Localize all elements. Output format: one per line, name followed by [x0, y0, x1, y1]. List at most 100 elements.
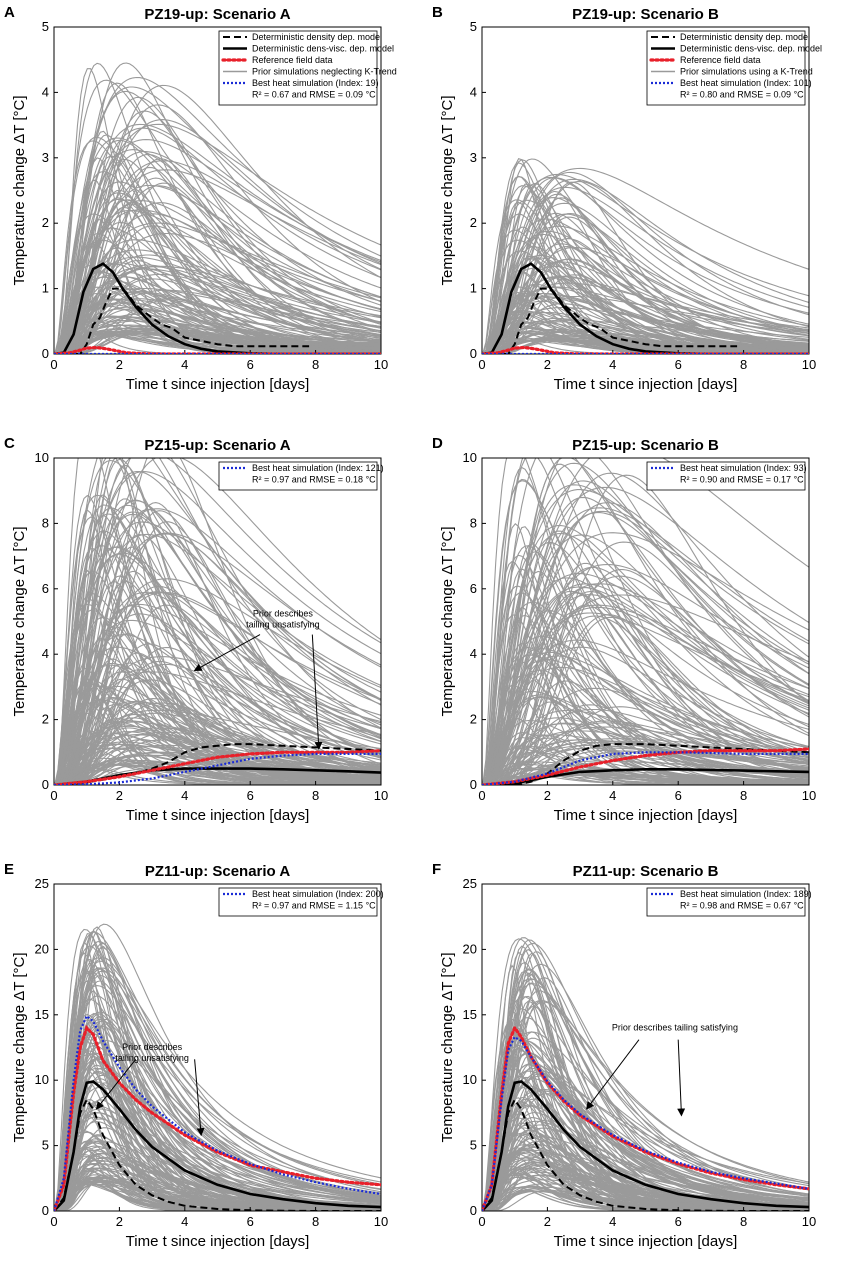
prior-curve	[54, 127, 381, 354]
x-tick-label: 0	[478, 1214, 485, 1229]
prior-curve	[482, 646, 809, 785]
prior-curve	[482, 575, 809, 785]
prior-curve	[482, 709, 809, 785]
main-series	[482, 743, 809, 785]
main-series	[482, 1024, 809, 1211]
prior-curve	[482, 1090, 809, 1211]
prior-curve	[54, 533, 381, 785]
prior-curve	[54, 552, 381, 785]
legend-entry: Prior simulations neglecting K-Trend	[252, 67, 397, 77]
x-tick-label: 6	[247, 1214, 254, 1229]
y-axis-label: Temperature change ΔT [°C]	[439, 527, 456, 717]
prior-curve	[482, 213, 809, 354]
series-dotted-red	[54, 345, 381, 354]
x-tick-label: 10	[802, 788, 816, 803]
series-dotted-red	[482, 345, 809, 354]
prior-curve	[54, 974, 381, 1211]
prior-curve	[482, 1189, 809, 1211]
prior-curve	[482, 178, 809, 354]
prior-curve	[482, 186, 809, 354]
x-tick-label: 2	[116, 788, 123, 803]
legend-entry: Best heat simulation (Index: 121)	[252, 463, 384, 473]
x-tick-label: 8	[312, 788, 319, 803]
legend-entry: Best heat simulation (Index: 189)	[680, 889, 812, 899]
chart-title: PZ15-up: Scenario A	[144, 437, 290, 454]
prior-curve	[54, 209, 381, 354]
x-tick-label: 2	[544, 788, 551, 803]
prior-curve	[54, 700, 381, 785]
prior-curve	[482, 590, 809, 785]
prior-curve	[54, 458, 381, 785]
prior-curve	[482, 458, 809, 785]
y-axis-label: Temperature change ΔT [°C]	[11, 527, 28, 717]
y-tick-label: 5	[42, 19, 49, 34]
prior-curve	[482, 687, 809, 785]
y-tick-label: 0	[470, 777, 477, 792]
prior-curve	[482, 719, 809, 785]
chart-title: PZ19-up: Scenario A	[144, 6, 290, 23]
x-axis-label: Time t since injection [days]	[126, 1233, 310, 1250]
y-axis-label: Temperature change ΔT [°C]	[439, 953, 456, 1143]
series-solid-black	[54, 262, 381, 354]
prior-curve	[482, 286, 809, 354]
prior-curve	[54, 1104, 381, 1211]
legend-entry: Best heat simulation (Index: 101)	[680, 78, 812, 88]
y-tick-label: 20	[35, 941, 49, 956]
y-tick-label: 2	[42, 215, 49, 230]
series-solid-black	[54, 1080, 381, 1211]
prior-curve	[482, 319, 809, 354]
legend: Best heat simulation (Index: 189) R² = 0.…	[646, 887, 812, 917]
prior-curve	[482, 167, 809, 354]
annotation-text: Prior describes	[122, 1042, 183, 1052]
y-tick-label: 10	[35, 450, 49, 465]
legend-entry: Deterministic dens-visc. dep. model	[680, 44, 822, 54]
annotation: Prior describes tailing satisfying	[586, 1022, 738, 1117]
legend: Deterministic density dep. model Determin…	[218, 30, 397, 106]
prior-curve	[482, 978, 809, 1211]
x-tick-label: 8	[740, 1214, 747, 1229]
series-dashed-black	[54, 287, 310, 354]
series-solid-black	[482, 262, 809, 354]
x-tick-label: 10	[374, 357, 388, 372]
annotation-arrow	[194, 1059, 205, 1137]
prior-curve	[482, 177, 809, 354]
prior-curve	[482, 717, 809, 785]
prior-curve	[482, 532, 809, 785]
y-tick-label: 4	[470, 84, 477, 99]
prior-curve	[482, 331, 809, 354]
annotation-arrow	[311, 634, 323, 751]
prior-curve	[482, 243, 809, 354]
y-tick-label: 0	[470, 346, 477, 361]
y-tick-label: 20	[463, 941, 477, 956]
legend-entry: Reference field data	[680, 55, 761, 65]
y-tick-label: 4	[42, 646, 49, 661]
prior-curve	[482, 331, 809, 354]
prior-curve	[54, 533, 381, 785]
prior-curve	[482, 639, 809, 785]
prior-curve	[54, 119, 381, 354]
prior-curve	[482, 583, 809, 785]
prior-simulations	[54, 62, 381, 354]
prior-curve	[482, 614, 809, 785]
prior-curve	[54, 578, 381, 785]
prior-curve	[482, 512, 809, 785]
prior-curve	[482, 225, 809, 354]
annotation-arrow	[586, 1039, 640, 1110]
panel-letter: D	[432, 435, 443, 452]
y-tick-label: 0	[42, 346, 49, 361]
prior-curve	[482, 1005, 809, 1211]
prior-curve	[54, 507, 381, 785]
prior-curve	[54, 299, 381, 354]
prior-curve	[54, 256, 381, 354]
series-dashed-black	[482, 287, 738, 354]
prior-curve	[482, 554, 809, 785]
prior-curve	[54, 324, 381, 354]
y-tick-label: 6	[42, 581, 49, 596]
prior-curve	[54, 137, 381, 354]
y-tick-label: 1	[42, 281, 49, 296]
prior-curve	[482, 545, 809, 785]
y-tick-label: 2	[470, 215, 477, 230]
annotation-arrow	[677, 1039, 686, 1117]
prior-curve	[54, 302, 381, 354]
x-tick-label: 0	[50, 357, 57, 372]
